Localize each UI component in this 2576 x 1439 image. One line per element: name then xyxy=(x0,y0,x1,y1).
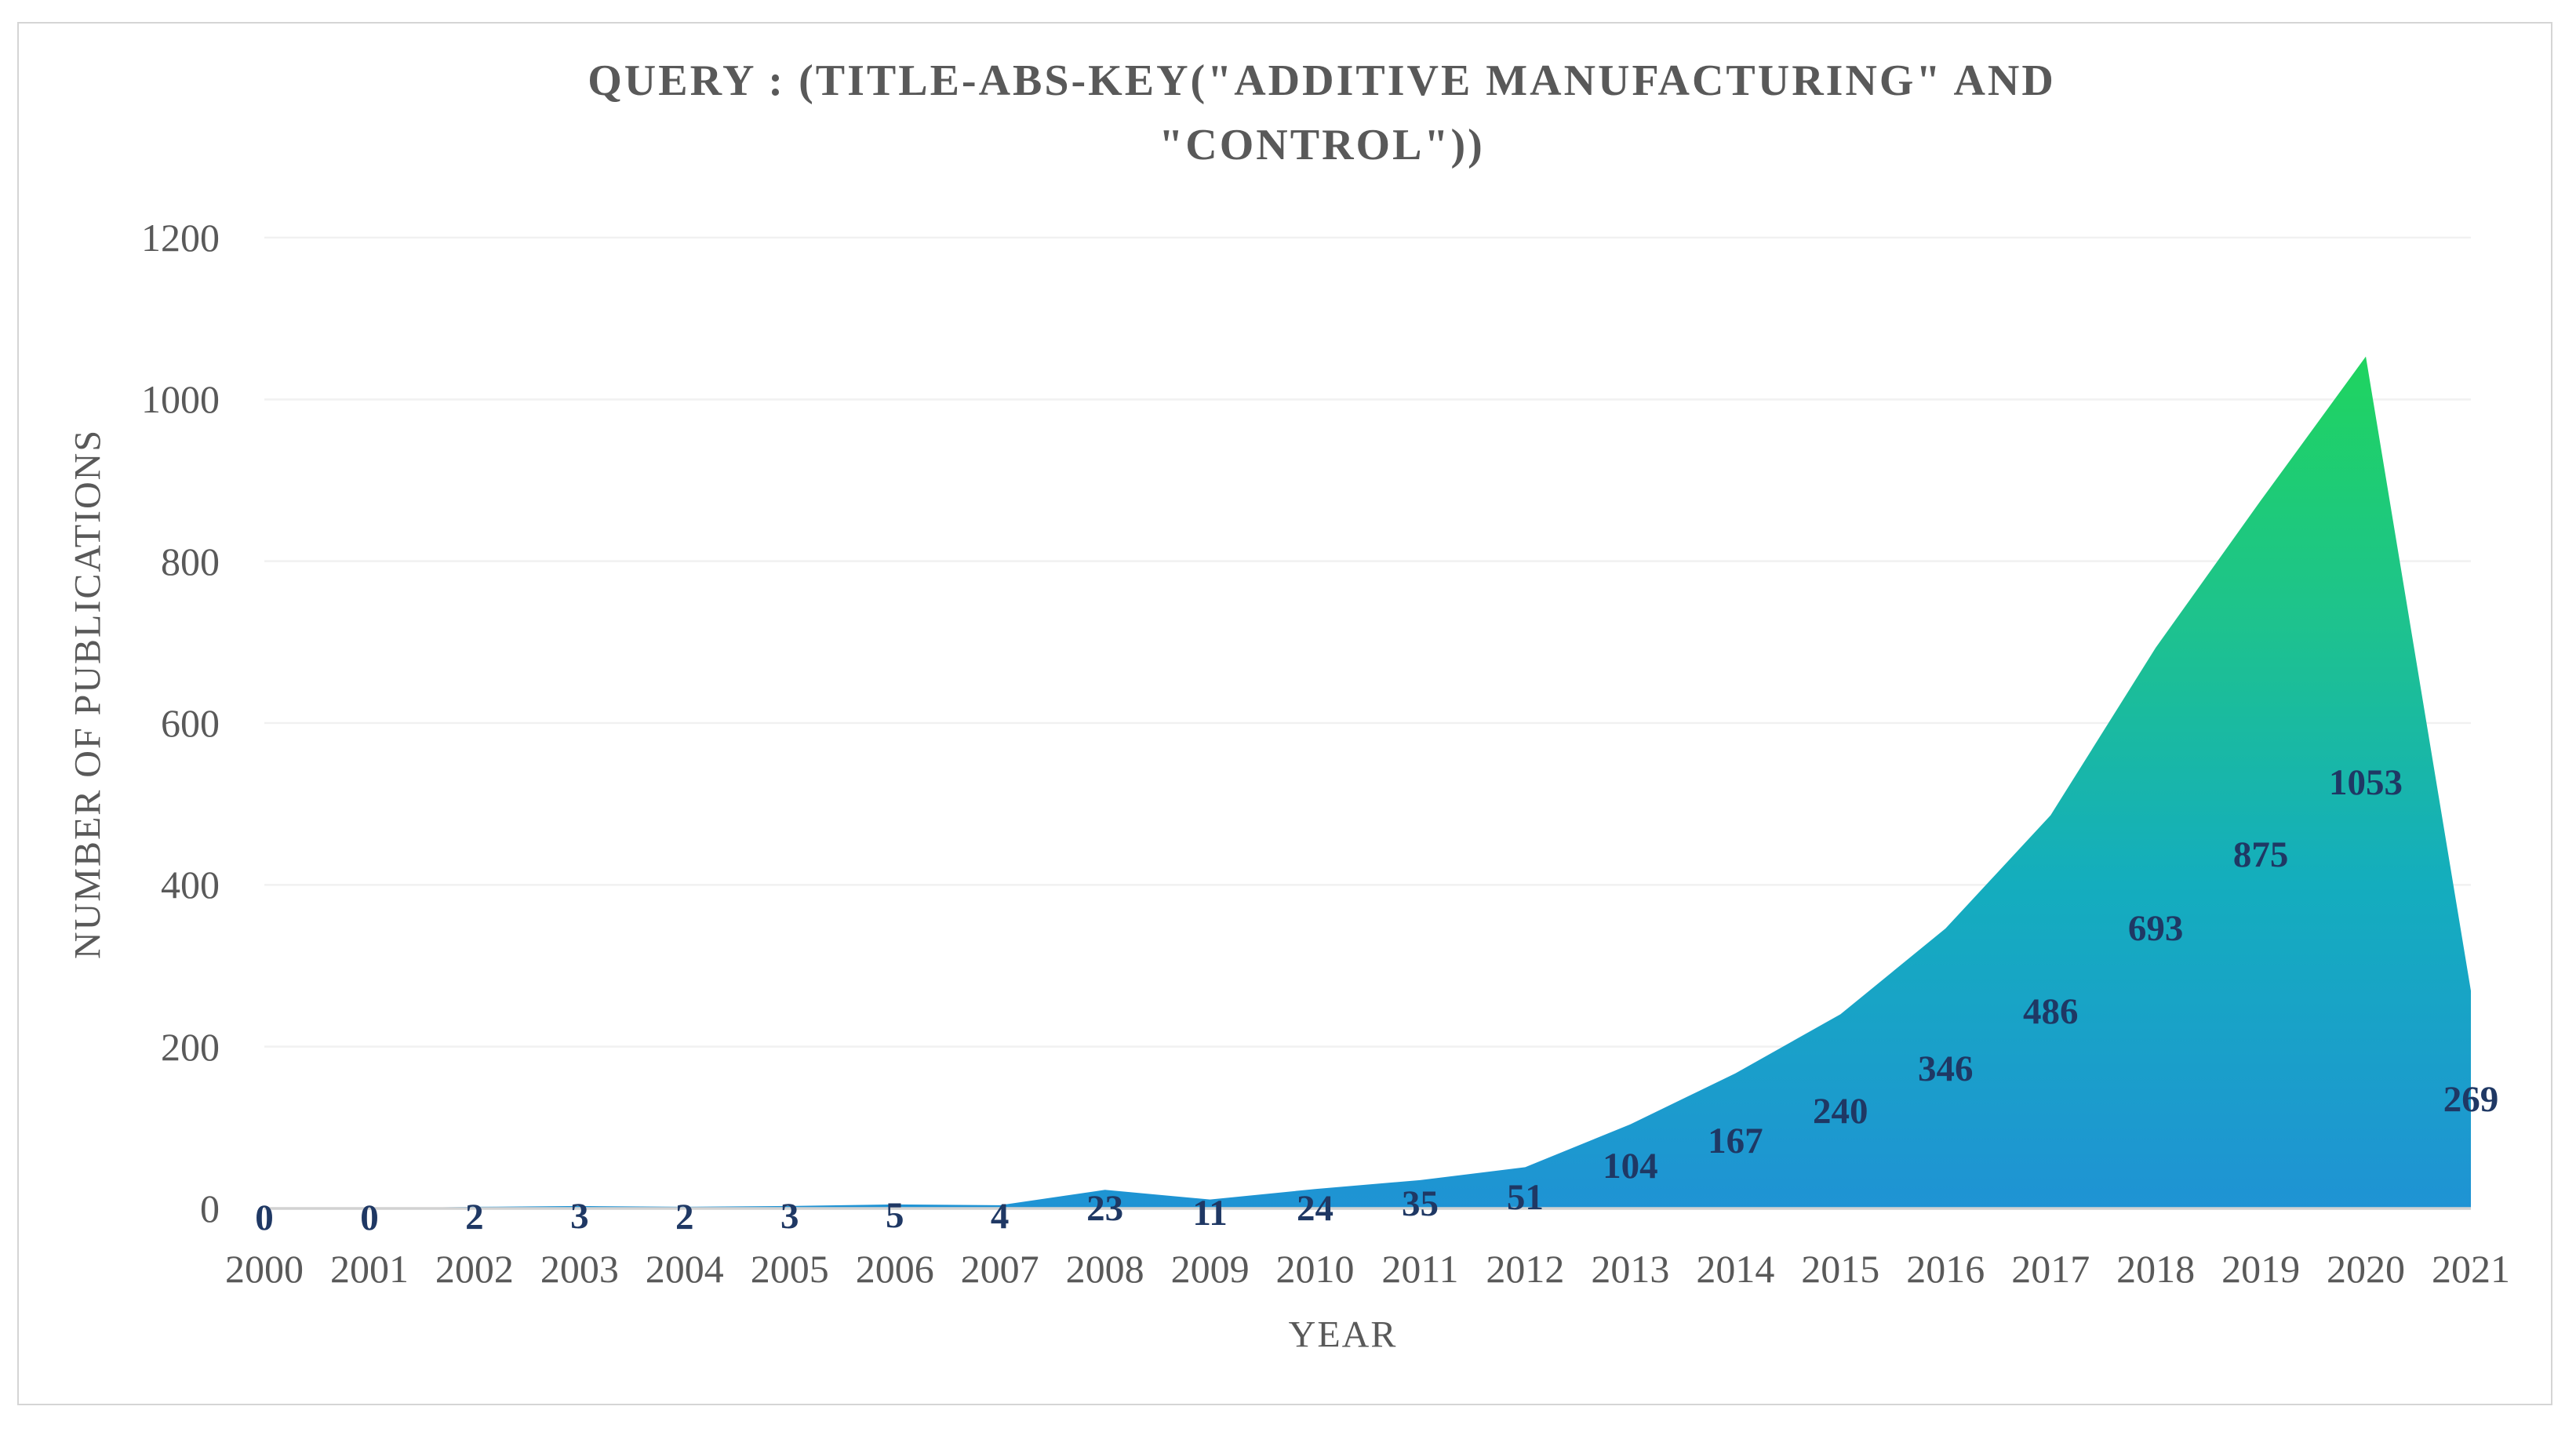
area-series-fill xyxy=(264,356,2471,1208)
